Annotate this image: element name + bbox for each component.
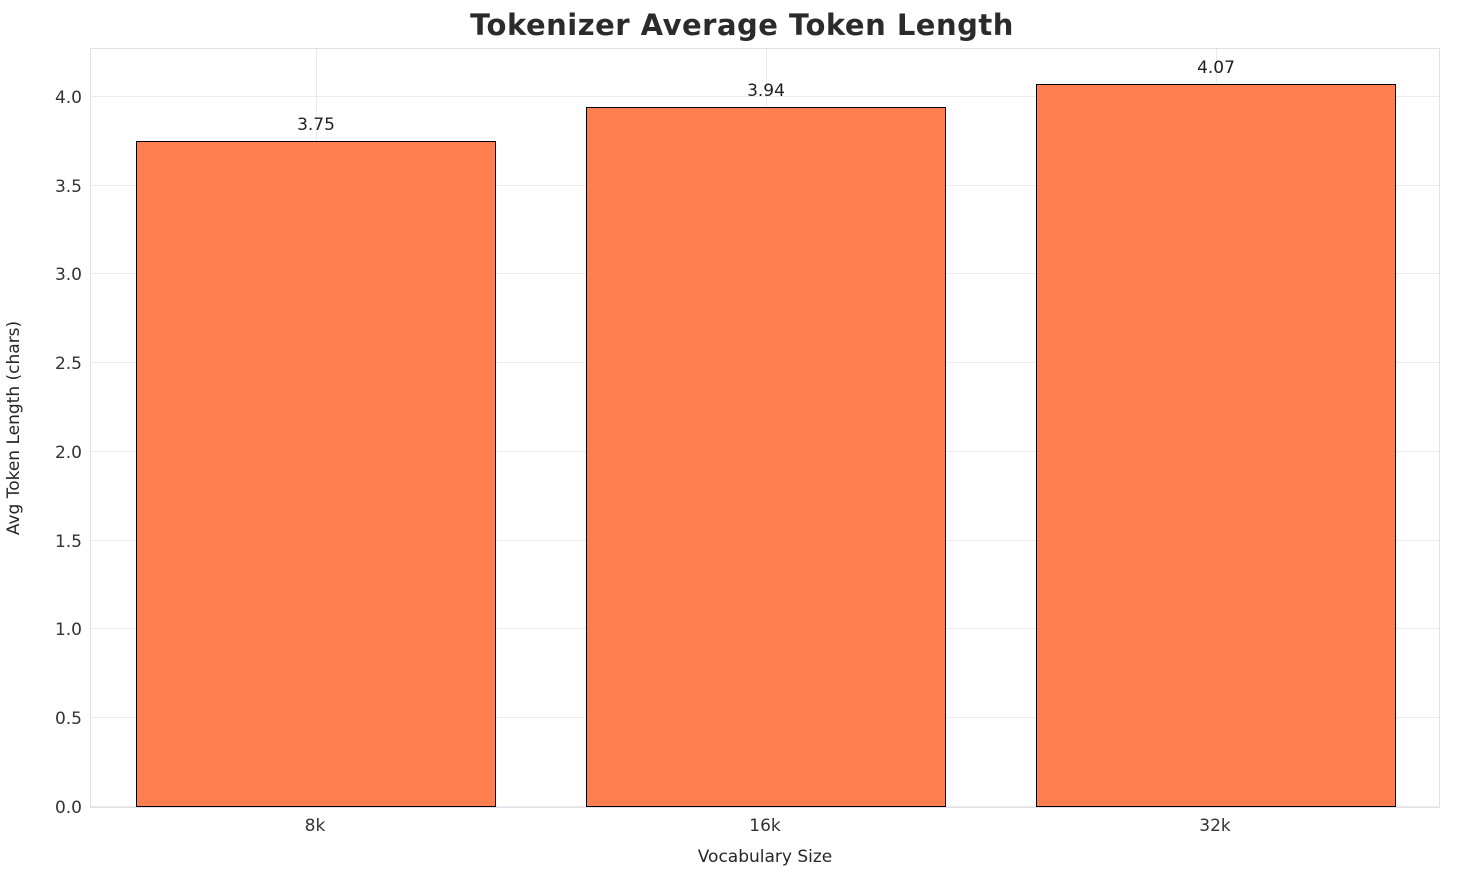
y-axis-label: Avg Token Length (chars) — [4, 320, 24, 536]
y-tick-label: 0.0 — [54, 798, 82, 818]
x-axis-label: Vocabulary Size — [697, 847, 833, 867]
x-tick-label: 32k — [1199, 816, 1231, 836]
y-tick-label: 2.0 — [54, 442, 82, 463]
y-tick-label: 1.0 — [54, 620, 82, 641]
gridline-y — [91, 95, 1439, 97]
plot-area: 3.75 3.94 4.07 — [90, 48, 1440, 808]
x-tick-label: 16k — [749, 816, 781, 836]
y-tick-label: 2.5 — [54, 354, 82, 375]
chart-title: Tokenizer Average Token Length — [470, 8, 1014, 42]
bar-8k — [136, 141, 496, 807]
y-tick-label: 1.5 — [54, 531, 82, 552]
bar-value-label: 4.07 — [1197, 58, 1235, 79]
y-tick-label: 3.0 — [54, 265, 82, 286]
y-tick-label: 3.5 — [54, 176, 82, 197]
bar-16k — [586, 107, 946, 807]
x-tick-label: 8k — [304, 816, 326, 836]
bar-32k — [1036, 84, 1396, 807]
y-tick-label: 4.0 — [54, 87, 82, 108]
bar-value-label: 3.94 — [747, 81, 785, 102]
y-tick-label: 0.5 — [54, 709, 82, 730]
bar-value-label: 3.75 — [297, 115, 335, 136]
